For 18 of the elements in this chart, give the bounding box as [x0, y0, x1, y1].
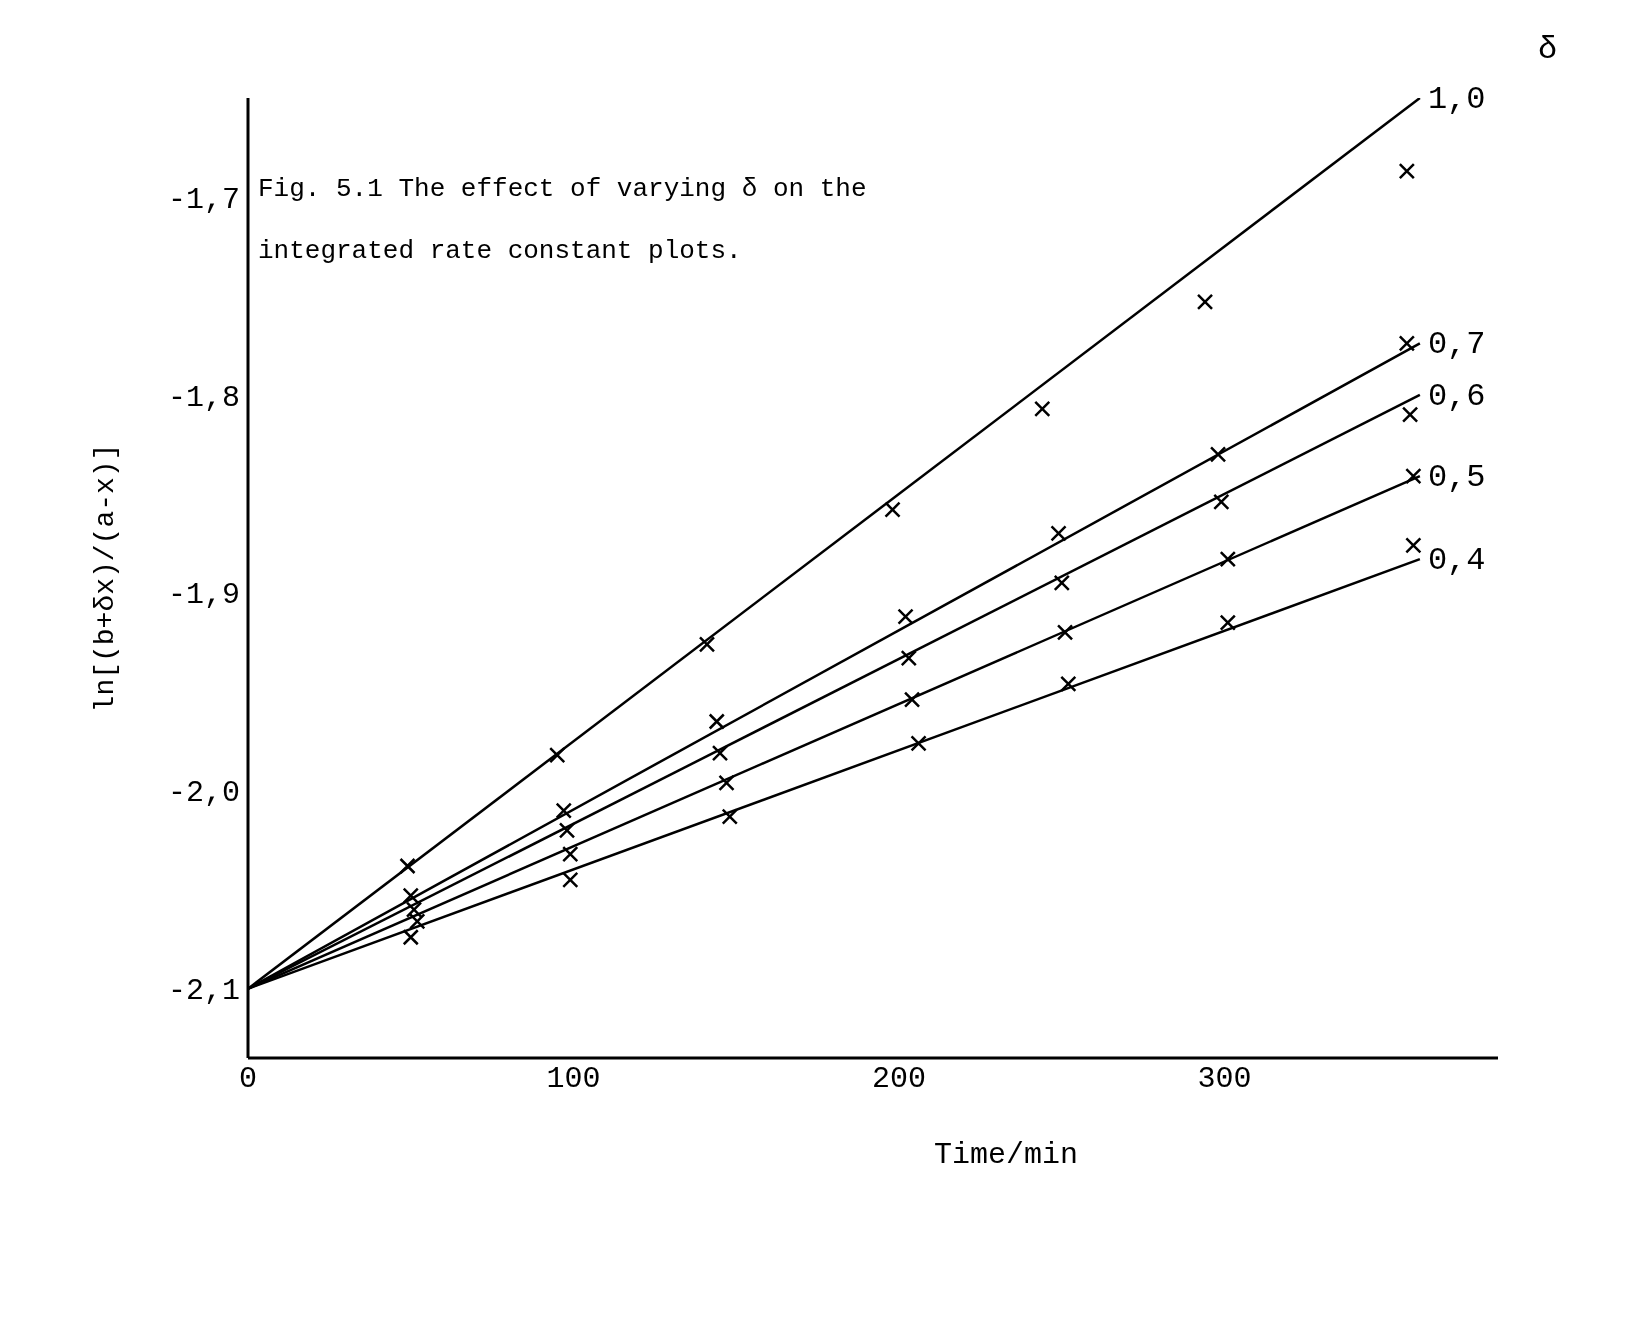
x-tick-label: 0 [238, 1062, 258, 1097]
y-tick-label: -2,0 [167, 776, 240, 811]
series-label: 0,4 [1427, 542, 1486, 580]
x-tick-label: 100 [546, 1062, 601, 1097]
x-axis-title: Time/min [933, 1138, 1078, 1172]
y-tick-label: -2,1 [167, 974, 240, 1009]
series-label: 0,7 [1427, 326, 1486, 364]
y-tick-label: -1,8 [167, 380, 240, 415]
y-tick-label: -1,9 [167, 578, 240, 613]
x-tick-label: 200 [872, 1062, 927, 1097]
series-label: 0,5 [1427, 459, 1486, 497]
legend-title: δ [1538, 31, 1558, 68]
chart-title: Fig. 5.1 The effect of varying δ on the integrated rate constant plots. [258, 174, 867, 266]
series-label: 0,6 [1427, 377, 1486, 415]
y-tick-label: -1,7 [167, 182, 240, 217]
x-tick-label: 300 [1197, 1062, 1252, 1097]
series-label: 1,0 [1427, 81, 1486, 118]
y-axis-title: ln[(b+δx)/(a-x)] [89, 443, 121, 713]
